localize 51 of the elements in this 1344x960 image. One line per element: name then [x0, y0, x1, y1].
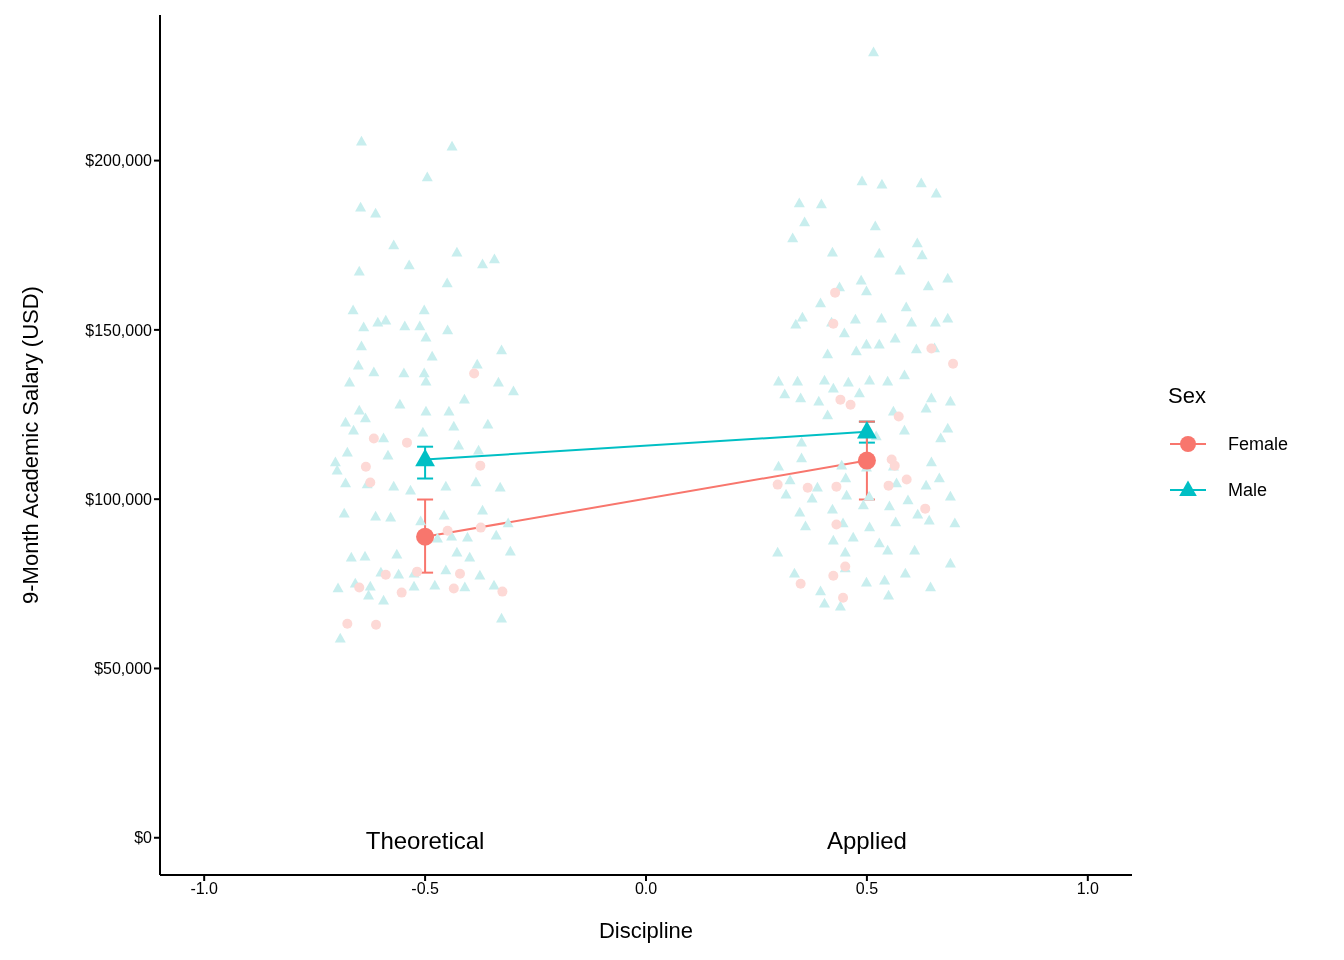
- point: [920, 503, 931, 514]
- annotation: Applied: [826, 827, 907, 854]
- point: [396, 587, 407, 598]
- x-tick-label: 0.0: [634, 880, 658, 898]
- point: [448, 583, 459, 594]
- point: [772, 479, 783, 490]
- x-tick-label: 1.0: [1076, 880, 1100, 898]
- x-axis-title: Discipline: [598, 918, 694, 943]
- y-tick-label: $0: [134, 829, 153, 847]
- point: [475, 460, 486, 471]
- point: [831, 481, 842, 492]
- point: [901, 474, 912, 485]
- y-tick-label: $200,000: [85, 152, 153, 170]
- point: [838, 592, 849, 603]
- point: [368, 433, 379, 444]
- point: [475, 522, 486, 533]
- point: [455, 568, 465, 579]
- annotation: Theoretical: [365, 827, 485, 854]
- point: [831, 519, 842, 530]
- point: [857, 451, 876, 470]
- point: [883, 480, 894, 491]
- point: [401, 437, 412, 448]
- point: [380, 569, 391, 580]
- point: [469, 368, 480, 379]
- point: [802, 482, 813, 493]
- legend-label: Male: [1228, 479, 1268, 501]
- point: [845, 399, 856, 410]
- legend-label: Female: [1228, 433, 1289, 455]
- point: [948, 358, 959, 369]
- point: [342, 618, 353, 629]
- y-tick-label: $150,000: [85, 321, 153, 339]
- point: [893, 411, 904, 422]
- y-tick-label: $50,000: [94, 660, 153, 678]
- point: [416, 527, 435, 546]
- point: [354, 582, 365, 593]
- point: [828, 570, 839, 581]
- x-tick-label: 0.5: [855, 880, 879, 898]
- point: [365, 477, 376, 488]
- point: [830, 287, 841, 298]
- x-tick-label: -0.5: [411, 880, 439, 898]
- point: [835, 394, 846, 405]
- y-tick-label: $100,000: [85, 490, 153, 508]
- point: [371, 619, 382, 630]
- point: [360, 461, 371, 472]
- legend-title: Sex: [1168, 383, 1207, 409]
- point: [412, 566, 423, 577]
- point: [442, 525, 453, 536]
- x-tick-label: -1.0: [190, 880, 219, 898]
- point: [497, 586, 508, 597]
- point: [795, 578, 806, 589]
- y-axis-title: 9-Month Academic Salary (USD): [17, 286, 43, 604]
